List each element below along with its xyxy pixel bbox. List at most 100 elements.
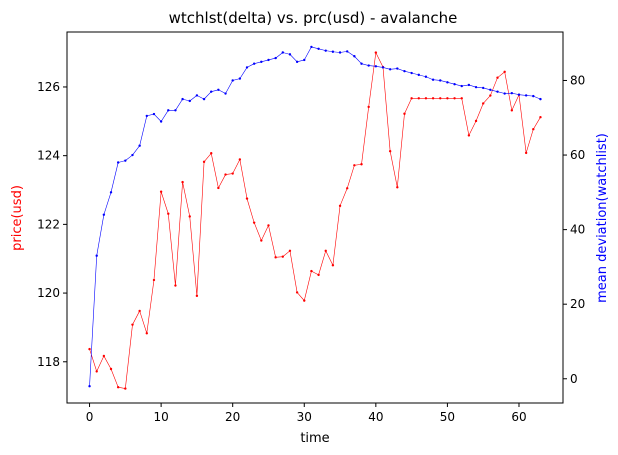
series-point-right [489, 88, 492, 91]
series-point-right [324, 49, 327, 52]
series-point-right [396, 67, 399, 70]
series-point-left [102, 354, 106, 358]
series-point-right [224, 92, 227, 95]
x-tick-label: 10 [153, 410, 168, 424]
series-point-right [202, 97, 206, 101]
series-point-right [274, 56, 277, 60]
series-point-right [410, 71, 413, 75]
series-point-left [195, 294, 199, 298]
series-point-right [167, 109, 170, 112]
series-point-right [281, 51, 284, 54]
series-line-left [89, 52, 541, 389]
chart-title: wtchlst(delta) vs. prc(usd) - avalanche [169, 9, 458, 27]
series-point-left [503, 70, 506, 74]
series-point-left [295, 291, 299, 294]
series-point-right [367, 64, 370, 67]
series-point-left [159, 190, 163, 193]
series-point-left [181, 180, 184, 184]
series-point-right [474, 85, 478, 89]
series-point-right [353, 55, 356, 58]
series-point-left [174, 284, 177, 287]
y-left-tick-label: 122 [37, 217, 60, 231]
series-point-left [231, 172, 234, 175]
x-tick-label: 0 [86, 410, 94, 424]
x-axis-title: time [300, 431, 329, 446]
y-ticks-right: 0 20 40 60 80 [563, 73, 585, 386]
series-point-left [388, 150, 392, 153]
series-point-right [417, 73, 420, 77]
series-point-left [224, 173, 227, 176]
series-point-left [245, 197, 249, 200]
series-point-right [131, 153, 134, 157]
series-point-right [496, 90, 499, 93]
series-point-left [167, 212, 170, 215]
series-point-left [324, 249, 327, 253]
y-left-tick-label: 124 [37, 149, 60, 163]
y-right-tick-label: 40 [570, 223, 585, 237]
series-point-right [245, 66, 249, 69]
series-point-left [496, 76, 499, 79]
series-point-right [503, 92, 506, 95]
series-point-right [159, 120, 163, 123]
series-point-right [267, 58, 270, 62]
series-point-left [152, 278, 156, 282]
series-point-left [524, 151, 528, 155]
x-ticks: 0 10 20 30 40 50 60 [86, 403, 527, 424]
series-point-left [482, 102, 485, 105]
series-point-left [202, 160, 206, 164]
series-point-left [510, 109, 514, 112]
series-point-right [116, 161, 120, 164]
series-point-left [374, 51, 378, 54]
series-point-right [238, 77, 242, 80]
series-point-left [109, 367, 113, 371]
x-tick-label: 30 [297, 410, 312, 424]
x-tick-label: 60 [511, 410, 526, 424]
series-point-left [188, 215, 191, 218]
series-point-left [252, 221, 256, 224]
series-point-right [310, 45, 313, 49]
series-point-right [109, 191, 113, 194]
series-point-left [274, 256, 277, 259]
series-point-left [460, 97, 463, 100]
series-point-left [310, 269, 313, 273]
series-point-left [338, 204, 342, 208]
series-point-right [431, 78, 435, 81]
series-point-right [210, 90, 213, 93]
series-point-left [424, 97, 428, 100]
series-point-left [238, 158, 242, 161]
series-point-right [152, 112, 156, 116]
series-point-right [510, 91, 514, 95]
series-point-left [281, 255, 284, 258]
series-point-right [231, 79, 234, 82]
series-point-left [267, 224, 270, 227]
series-point-right [124, 159, 127, 162]
series-point-right [453, 83, 456, 86]
series-point-right [252, 62, 256, 65]
series-point-left [532, 128, 535, 131]
series-point-right [88, 385, 91, 388]
series-point-right [145, 114, 148, 118]
x-tick-label: 50 [440, 410, 455, 424]
series-point-left [489, 94, 492, 97]
series-point-right [195, 94, 199, 97]
series-point-left [539, 115, 542, 119]
series-line-right [89, 46, 541, 387]
series-layer [88, 45, 542, 390]
series-point-left [346, 187, 349, 190]
series-point-right [360, 62, 363, 65]
series-point-right [446, 81, 449, 84]
series-point-left [431, 97, 435, 100]
series-point-right [303, 58, 306, 62]
series-point-right [374, 65, 378, 68]
y-right-tick-label: 60 [570, 148, 585, 162]
y-left-tick-label: 120 [37, 286, 60, 300]
series-point-left [396, 186, 399, 189]
series-point-right [532, 94, 535, 98]
series-point-right [317, 47, 320, 50]
series-point-left [116, 386, 120, 389]
y-right-tick-label: 20 [570, 297, 585, 311]
series-point-right [524, 94, 528, 97]
series-point-left [131, 323, 134, 326]
series-point-right [403, 69, 406, 73]
series-point-left [474, 119, 478, 123]
